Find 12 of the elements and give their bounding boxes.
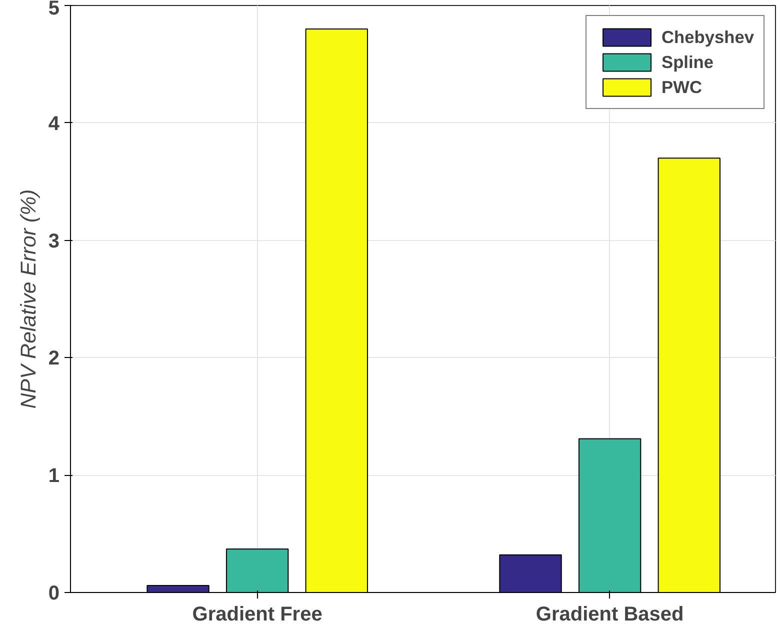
y-axis-title: NPV Relative Error (%) — [16, 189, 40, 409]
y-tick-label: 2 — [48, 348, 60, 370]
legend-label: Spline — [662, 52, 714, 72]
y-tick-label: 1 — [48, 465, 60, 488]
y-tick-label: 3 — [48, 230, 60, 252]
x-tick-label: Gradient Based — [536, 604, 684, 626]
y-tick-label: 0 — [48, 582, 60, 604]
legend-label: Chebyshev — [662, 26, 754, 48]
legend-label: PWC — [662, 76, 702, 98]
y-tick-label: 5 — [48, 0, 60, 20]
x-tick-label: Gradient Free — [192, 604, 322, 626]
y-tick-label: 4 — [48, 112, 60, 135]
